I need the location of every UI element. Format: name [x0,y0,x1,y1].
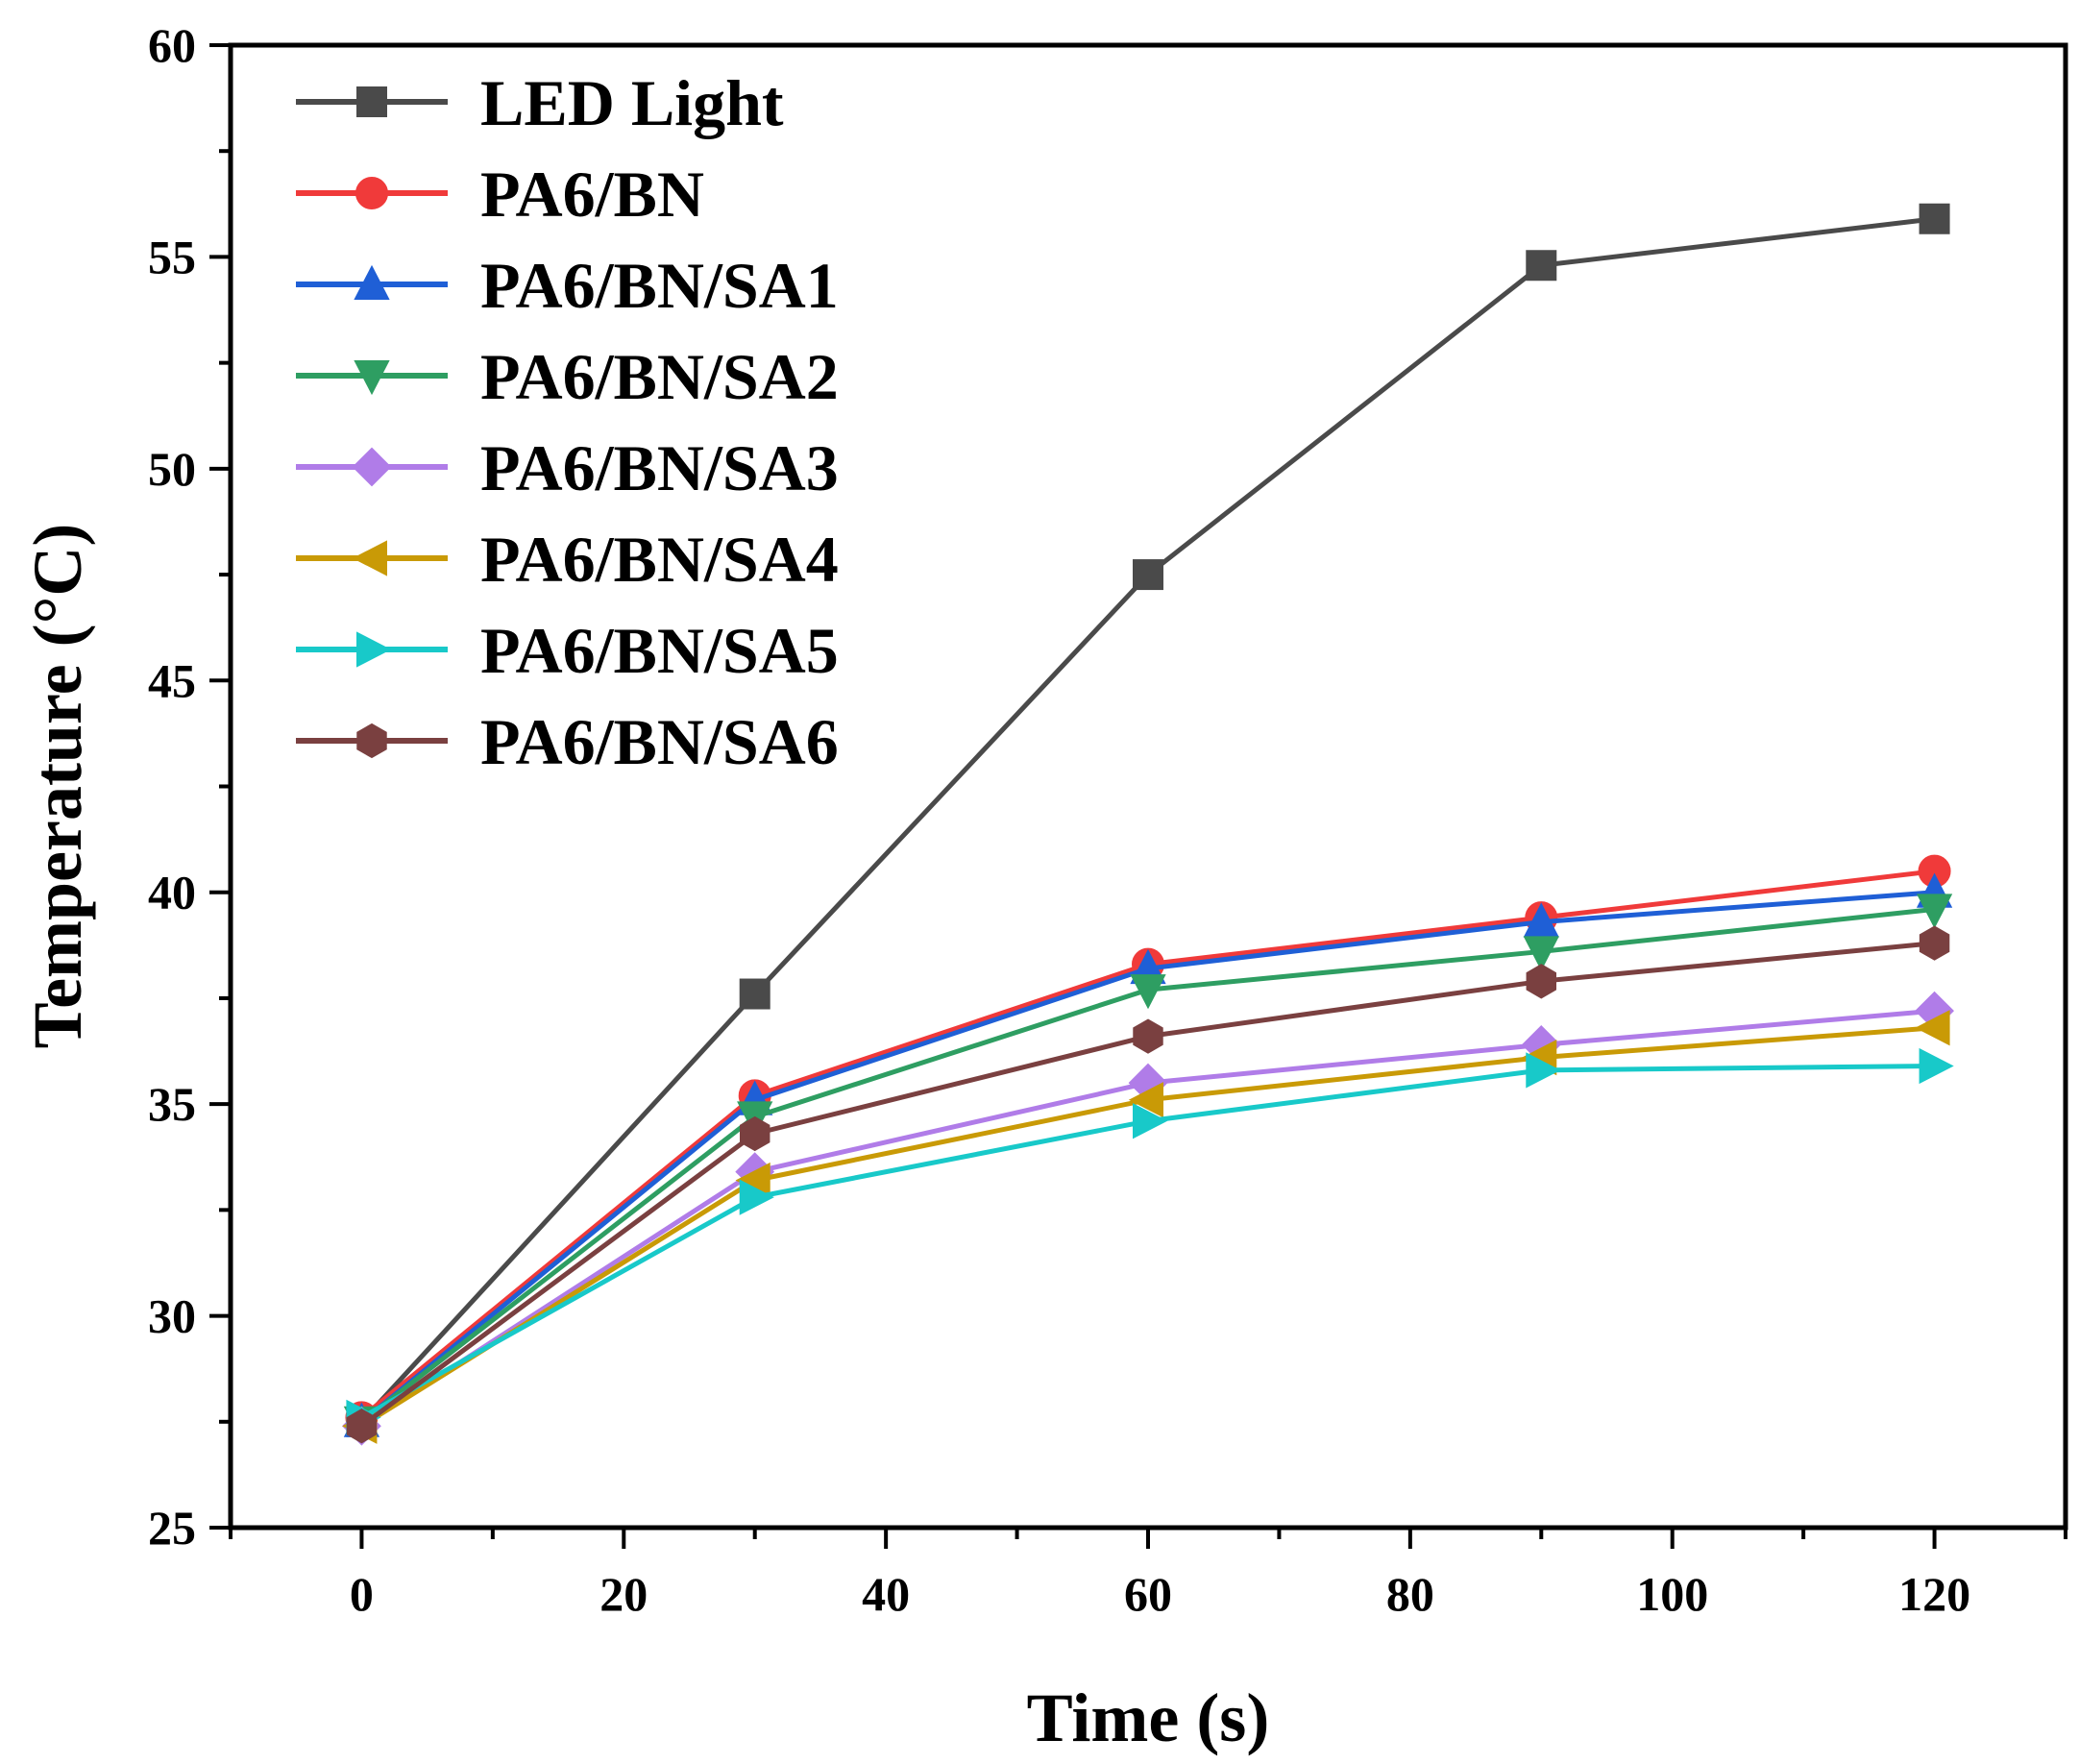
data-point [1130,974,1166,1010]
y-tick-label: 40 [148,866,196,919]
x-tick-label: 100 [1636,1567,1708,1621]
legend-item: PA6/BN/SA6 [296,705,839,778]
legend-label: PA6/BN/SA2 [480,340,839,413]
x-tick-label: 0 [350,1567,374,1621]
x-tick-label: 80 [1386,1567,1434,1621]
y-tick-label: 60 [148,18,196,72]
legend-label: PA6/BN/SA4 [480,523,839,596]
legend-marker [356,631,392,668]
series-0 [346,203,1950,1437]
data-point [1919,925,1950,961]
data-point [1133,559,1163,591]
legend-label: PA6/BN [480,158,704,231]
legend-item: PA6/BN/SA3 [296,431,839,504]
legend-label: PA6/BN/SA6 [480,705,839,778]
data-point [739,1115,770,1152]
legend-label: LED Light [480,66,784,139]
data-point [1526,1052,1561,1089]
x-tick-label: 40 [862,1567,910,1621]
legend-marker [355,177,388,209]
legend-item: PA6/BN/SA4 [296,523,839,596]
x-tick-label: 120 [1898,1567,1970,1621]
series-7 [346,925,1950,1444]
legend-item: PA6/BN/SA1 [296,249,839,322]
data-point [1526,964,1557,999]
y-axis-title: Temperature (°C) [19,524,96,1049]
legend-label: PA6/BN/SA1 [480,249,839,322]
legend-item: PA6/BN [296,158,704,231]
data-point [1128,1082,1163,1118]
plot-frame [228,42,2068,1531]
legend-marker [354,264,390,300]
data-point [739,1179,774,1215]
y-tick-label: 50 [148,442,196,496]
y-tick-label: 25 [148,1501,196,1555]
legend-marker [354,360,390,396]
legend-marker [352,540,387,576]
y-tick-label: 30 [148,1289,196,1343]
x-tick-label: 60 [1124,1567,1172,1621]
data-point [1915,1010,1950,1046]
y-tick-label: 45 [148,653,196,707]
data-point [1523,936,1559,971]
x-axis-title: Time (s) [1027,1679,1270,1756]
data-point [739,978,770,1010]
legend-item: PA6/BN/SA5 [296,614,839,687]
tick-labels: 0 20 40 60 80 100 120 25 30 35 40 45 50 55 60 [148,18,1970,1621]
legend-marker [356,86,387,117]
legend-item: LED Light [296,66,784,139]
y-tick-label: 55 [148,230,196,283]
data-point [346,1409,378,1444]
y-tick-label: 35 [148,1077,196,1131]
legend-marker [352,447,392,487]
data-point [1526,250,1557,282]
legend: LED Light PA6/BN PA6/BN/SA1 PA6/BN/SA2 PA6/B… [296,66,839,778]
legend-marker [356,723,387,759]
x-tick-label: 20 [599,1567,648,1621]
data-series [342,203,1954,1446]
data-point [1919,203,1950,234]
series-5 [342,1010,1950,1444]
data-point [1916,894,1953,929]
legend-label: PA6/BN/SA3 [480,431,839,504]
legend-item: PA6/BN/SA2 [296,340,839,413]
data-point [1133,1018,1163,1054]
legend-label: PA6/BN/SA5 [480,614,839,687]
data-point [1919,1047,1954,1085]
data-point [1133,1103,1168,1139]
